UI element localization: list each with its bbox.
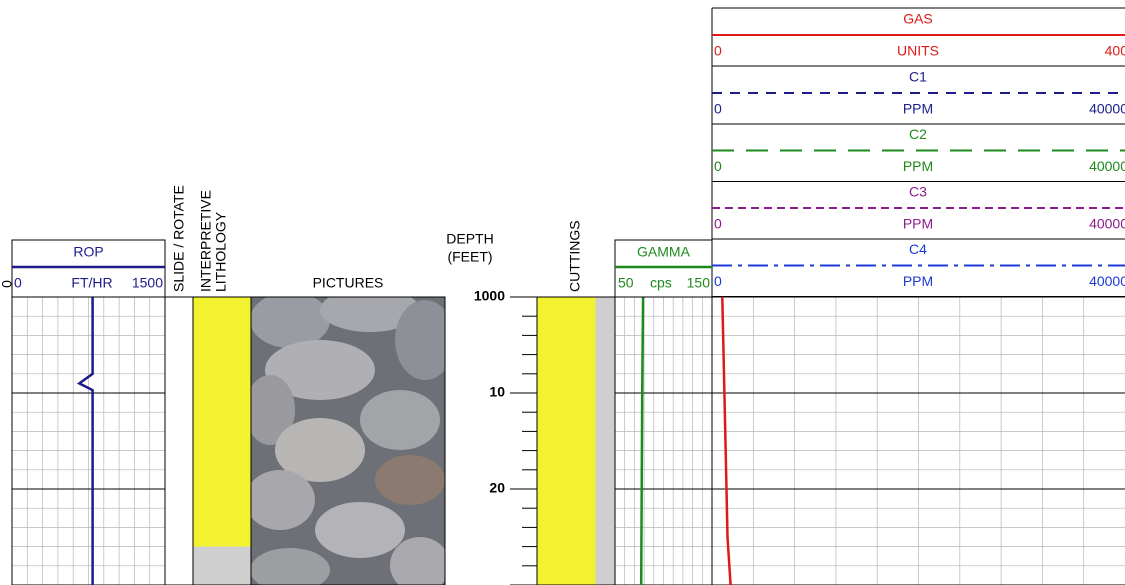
rop-header-box — [11, 239, 166, 298]
gas-header-title: GAS — [903, 11, 933, 27]
rop-scale-min: 0 — [14, 275, 22, 291]
gas-scale-max: 40000 — [1089, 158, 1125, 174]
gamma-header-box — [614, 239, 713, 298]
gas-scale-max: 40000 — [1089, 273, 1125, 289]
gas-unit: PPM — [903, 216, 933, 232]
core-photo — [251, 297, 445, 585]
gamma-scale-min: 50 — [618, 275, 634, 291]
rop-side-label: 0 — [0, 280, 15, 288]
gas-scale-max: 40000 — [1089, 216, 1125, 232]
gas-scale-max: 40000 — [1089, 101, 1125, 117]
gas-scale-min: 0 — [714, 273, 722, 289]
gas-scale-min: 0 — [714, 216, 722, 232]
lithology-interval — [193, 297, 251, 547]
cuttings-part — [537, 297, 596, 585]
gas-scale-max: 400 — [1105, 43, 1125, 59]
depth-label: 20 — [489, 480, 505, 496]
rop-scale-max: 1500 — [132, 275, 163, 291]
gas-header-title: C4 — [909, 241, 927, 257]
cuttings-part — [595, 297, 615, 585]
rop-curve — [76, 297, 94, 585]
rop-unit: FT/HR — [71, 275, 112, 291]
depth-label: 1000 — [474, 288, 505, 304]
gas-unit: UNITS — [897, 43, 939, 59]
gas-scale-min: 0 — [714, 43, 722, 59]
gas-unit: PPM — [903, 101, 933, 117]
lithology-interval — [193, 546, 251, 585]
depth-label: 10 — [489, 384, 505, 400]
gamma-unit: cps — [650, 275, 672, 291]
slide-rotate-header: SLIDE / ROTATE — [171, 185, 187, 292]
gas-scale-min: 0 — [714, 101, 722, 117]
depth-label: 30 — [489, 582, 505, 585]
gas-scale-min: 0 — [714, 158, 722, 174]
gas-header-title: C3 — [909, 184, 927, 200]
track-border — [164, 296, 194, 585]
gas-unit: PPM — [903, 273, 933, 289]
gamma-title: GAMMA — [637, 244, 691, 260]
depth-header: DEPTH — [446, 231, 493, 247]
depth-header: (FEET) — [447, 249, 492, 265]
gamma-curve — [639, 296, 645, 585]
gas-unit: PPM — [903, 158, 933, 174]
gamma-scale-max: 150 — [687, 275, 711, 291]
track-border — [250, 296, 446, 585]
gas-curve — [721, 296, 732, 585]
cuttings-header: CUTTINGS — [567, 220, 583, 292]
lithology-header: LITHOLOGY — [213, 211, 229, 292]
gas-header-title: C2 — [909, 126, 927, 142]
pictures-header: PICTURES — [313, 275, 384, 291]
gas-header-title: C1 — [909, 69, 927, 85]
lithology-header: INTERPRETIVE — [198, 190, 214, 292]
rop-title: ROP — [73, 244, 103, 260]
